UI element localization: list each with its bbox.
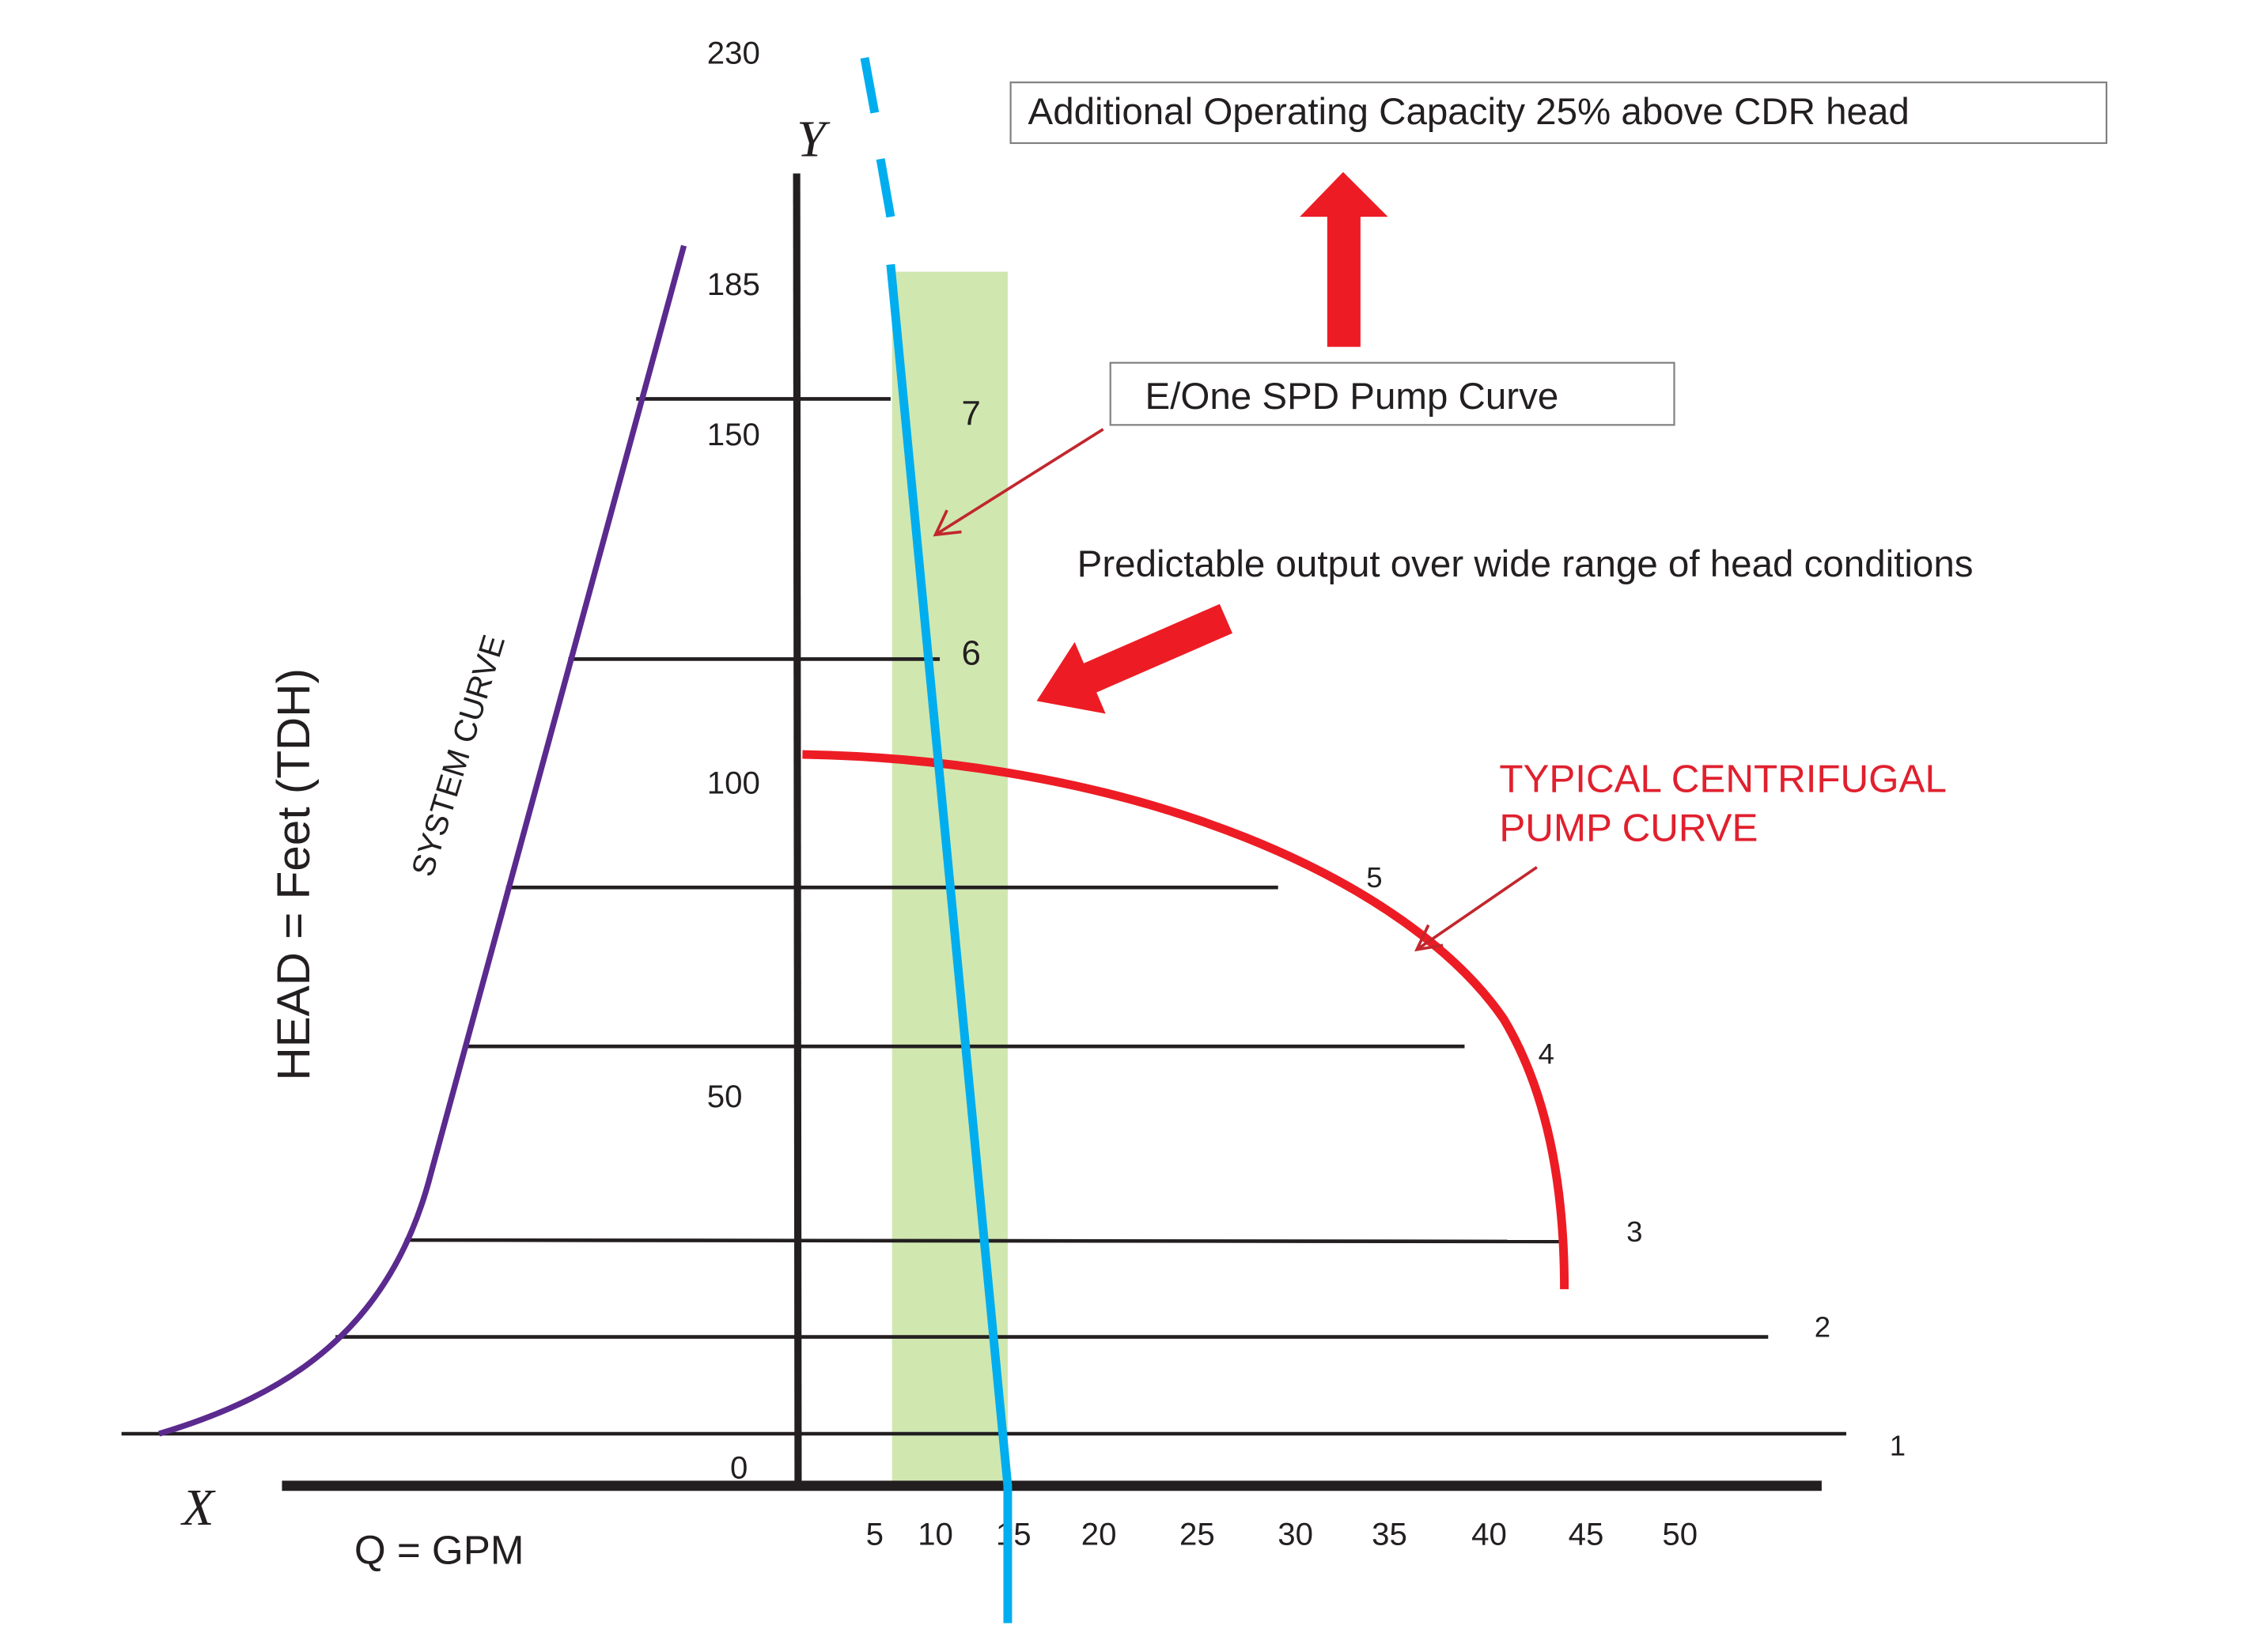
level-label-7: 7 — [961, 394, 980, 433]
y-tick-0: 0 — [730, 1450, 748, 1486]
x-tick-50: 50 — [1662, 1517, 1698, 1552]
big-pointer-arrow-icon — [1036, 603, 1232, 714]
x-axis-label: Q = GPM — [354, 1528, 524, 1573]
x-axis-symbol: X — [180, 1479, 216, 1537]
additional-capacity-text: Additional Operating Capacity 25% above … — [1028, 91, 1910, 133]
level-label-3: 3 — [1626, 1215, 1642, 1248]
up-arrow-icon — [1300, 172, 1388, 347]
x-tick-45: 45 — [1569, 1517, 1604, 1552]
eone-pump-curve-box — [1109, 361, 1675, 426]
x-ticks: 5 10 15 20 25 30 35 40 45 50 — [866, 1517, 1698, 1552]
y-axis-label: HEAD = Feet (TDH) — [268, 668, 320, 1080]
centrifugal-label-line2: PUMP CURVE — [1499, 807, 1758, 850]
y-tick-185: 185 — [707, 267, 760, 302]
additional-capacity-box — [1009, 81, 2108, 145]
y-tick-50: 50 — [707, 1079, 743, 1114]
y-tick-150: 150 — [707, 417, 760, 452]
x-tick-30: 30 — [1278, 1517, 1313, 1552]
centrifugal-pointer-arrow-icon — [1414, 866, 1538, 952]
level-label-2: 2 — [1815, 1311, 1830, 1344]
eone-pump-curve — [886, 263, 1013, 1624]
y-axis-symbol: Y — [797, 110, 831, 168]
x-tick-40: 40 — [1471, 1517, 1507, 1552]
level-label-1: 1 — [1890, 1429, 1906, 1461]
x-tick-20: 20 — [1081, 1517, 1117, 1552]
eone-pointer-arrow-icon — [933, 428, 1104, 537]
x-tick-15: 15 — [996, 1517, 1032, 1552]
y-axis — [793, 173, 802, 1486]
x-tick-35: 35 — [1372, 1517, 1407, 1552]
x-tick-10: 10 — [918, 1517, 953, 1552]
level-label-4: 4 — [1539, 1038, 1554, 1070]
y-tick-230: 230 — [707, 35, 760, 70]
level-label-5: 5 — [1366, 861, 1382, 894]
eone-curve-dashed-1 — [860, 57, 880, 114]
eone-curve-dashed-2 — [876, 158, 895, 218]
eone-pump-curve-text: E/One SPD Pump Curve — [1145, 376, 1559, 418]
system-curve — [158, 244, 687, 1437]
x-tick-5: 5 — [866, 1517, 884, 1552]
centrifugal-label-line1: TYPICAL CENTRIFUGAL — [1499, 758, 1947, 801]
level-label-6: 6 — [961, 634, 980, 673]
predictable-output-text: Predictable output over wide range of he… — [1077, 543, 1974, 585]
x-tick-25: 25 — [1179, 1517, 1215, 1552]
y-tick-100: 100 — [707, 765, 760, 800]
system-curve-label: SYSTEM CURVE — [405, 631, 513, 881]
centrifugal-pump-curve — [802, 750, 1569, 1290]
